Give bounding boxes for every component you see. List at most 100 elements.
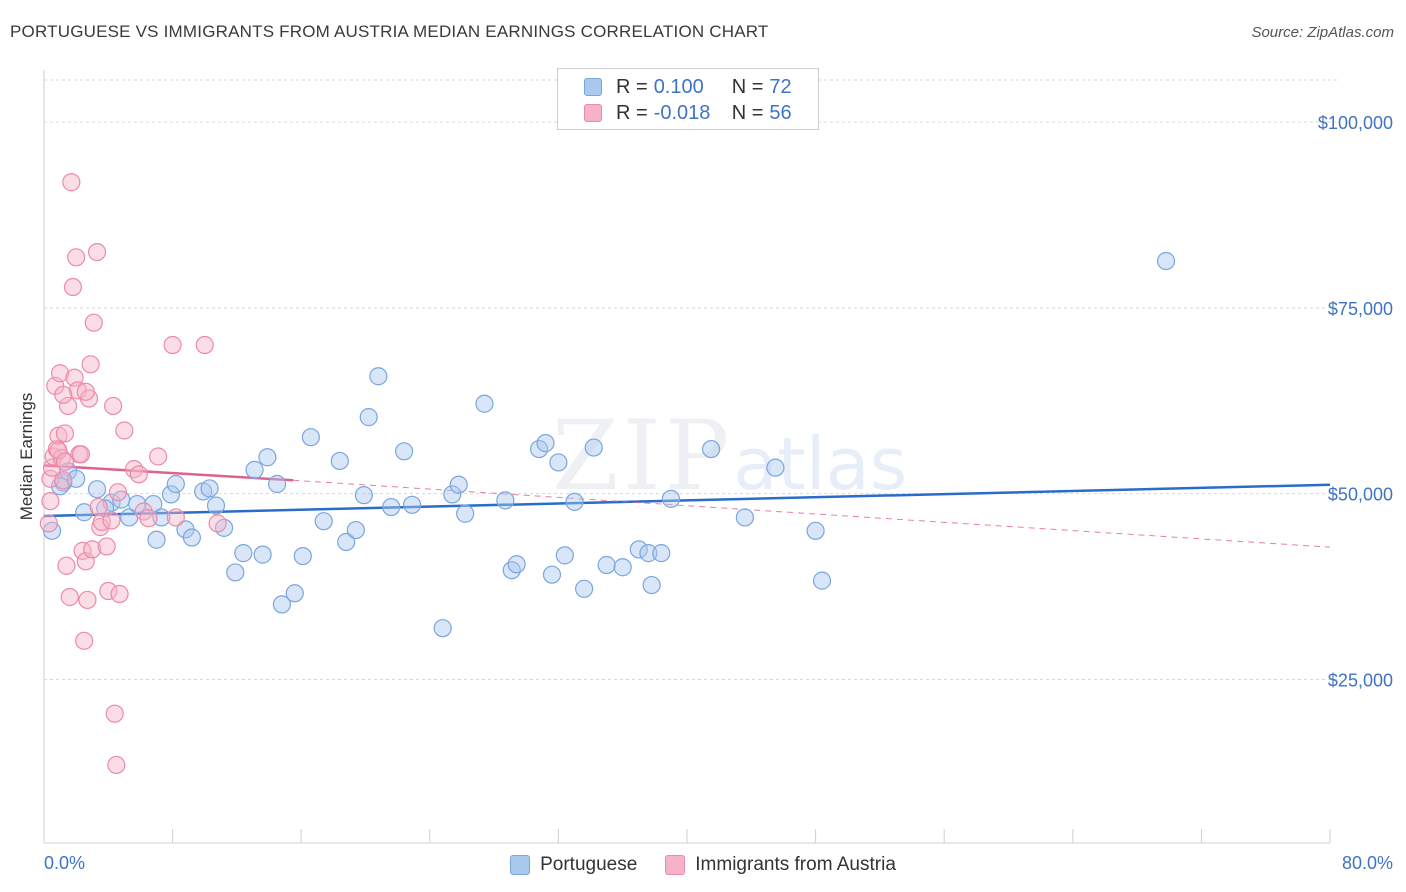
data-point-portuguese (629, 540, 648, 559)
data-point-portuguese (443, 485, 462, 504)
data-point-portuguese (314, 512, 333, 531)
data-point-austria (67, 248, 86, 267)
data-point-austria (102, 511, 121, 530)
legend-swatch-blue (584, 78, 602, 96)
data-point-portuguese (475, 394, 494, 413)
data-point-austria (163, 335, 182, 355)
trend-line-portuguese (43, 483, 1331, 518)
data-point-austria (92, 512, 111, 532)
data-point-austria (89, 497, 108, 517)
data-point-austria (59, 396, 78, 416)
data-point-austria (81, 355, 100, 374)
legend-r-label: R = (616, 75, 648, 98)
legend-n-value: 72 (769, 75, 792, 98)
data-point-austria (50, 364, 70, 383)
y-tick-label: $25,000 (1328, 670, 1393, 690)
data-point-portuguese (812, 571, 832, 590)
legend-row-portuguese: R = 0.100 N = 72 (584, 75, 792, 99)
data-point-portuguese (359, 408, 378, 427)
data-point-portuguese (234, 544, 253, 563)
data-point-portuguese (766, 458, 785, 477)
x-tick-label: 80.0% (1342, 853, 1393, 873)
data-point-austria (54, 385, 73, 404)
data-point-portuguese (128, 494, 147, 514)
data-point-austria (73, 541, 92, 560)
data-point-austria (99, 581, 118, 601)
data-point-portuguese (449, 475, 468, 494)
trend-line-austria-dashed (293, 479, 1331, 548)
data-point-austria (166, 508, 185, 527)
data-point-austria (84, 313, 103, 332)
data-point-portuguese (161, 485, 181, 504)
trend-lines (43, 464, 1331, 548)
data-point-austria (49, 441, 68, 460)
data-point-portuguese (301, 428, 320, 447)
data-point-austria (54, 471, 73, 490)
data-point-austria (71, 445, 91, 464)
legend-label-austria: Immigrants from Austria (695, 854, 896, 875)
data-point-portuguese (394, 442, 414, 461)
data-point-portuguese (575, 579, 594, 598)
data-point-austria (41, 491, 60, 511)
legend-label-portuguese: Portuguese (540, 854, 638, 875)
data-point-portuguese (293, 546, 312, 566)
y-axis-label: Median Earnings (17, 393, 36, 521)
data-point-portuguese (565, 492, 584, 511)
data-point-portuguese (702, 439, 721, 459)
data-point-portuguese (272, 595, 292, 614)
data-point-austria (87, 243, 107, 262)
data-point-portuguese (536, 434, 555, 453)
data-point-portuguese (200, 479, 219, 498)
source-label: Source: ZipAtlas.com (1251, 24, 1394, 41)
data-point-portuguese (613, 558, 632, 577)
legend-item-austria: Immigrants from Austria (665, 854, 896, 876)
data-point-portuguese (354, 486, 373, 505)
data-point-portuguese (87, 480, 107, 499)
axes (43, 70, 1331, 844)
data-point-austria (63, 277, 83, 297)
legend-row-austria: R = -0.018 N = 56 (584, 101, 792, 125)
data-point-austria (195, 335, 214, 355)
data-point-portuguese (496, 491, 515, 510)
data-point-portuguese (639, 544, 658, 563)
data-point-portuguese (267, 474, 287, 494)
legend-n-label: N = (731, 101, 764, 124)
data-point-portuguese (166, 474, 185, 494)
data-point-portuguese (502, 561, 521, 580)
data-point-austria (83, 540, 102, 559)
y-tick-label: $100,000 (1318, 113, 1393, 133)
data-point-portuguese (369, 367, 388, 386)
data-point-portuguese (258, 448, 277, 467)
data-point-austria (76, 382, 95, 401)
data-point-portuguese (652, 544, 671, 563)
data-point-portuguese (433, 619, 452, 638)
data-point-portuguese (542, 565, 562, 584)
data-point-austria (108, 483, 128, 502)
y-tick-label: $50,000 (1328, 485, 1393, 505)
legend-swatch-blue (510, 855, 531, 875)
data-point-portuguese (1156, 251, 1176, 271)
data-point-austria (55, 452, 74, 471)
data-point-austria (97, 537, 116, 556)
legend-r-value: 0.100 (653, 75, 704, 98)
data-point-portuguese (147, 530, 166, 549)
data-point-austria (78, 590, 97, 610)
correlation-legend: R = 0.100 N = 72 R = -0.018 N = 56 (557, 68, 819, 130)
legend-n-value: 56 (769, 101, 792, 124)
data-point-austria (55, 424, 74, 443)
y-tick-label: $75,000 (1328, 299, 1393, 319)
data-point-austria (139, 509, 158, 528)
data-point-austria (105, 704, 124, 723)
series-austria-points (39, 173, 227, 775)
data-point-portuguese (206, 496, 226, 515)
data-point-portuguese (330, 451, 349, 471)
data-point-austria (104, 396, 123, 416)
legend-r-value: -0.018 (653, 101, 711, 124)
data-point-portuguese (642, 575, 661, 595)
axis-labels: $25,000 $50,000 $75,000 $100,000 0.0% 80.0% Me… (17, 113, 1393, 873)
x-tick-label: 0.0% (44, 853, 85, 873)
series-portuguese-points (42, 251, 1176, 638)
data-point-austria (208, 514, 227, 533)
legend-swatch-pink (665, 855, 686, 875)
legend-item-portuguese: Portuguese (510, 854, 637, 876)
